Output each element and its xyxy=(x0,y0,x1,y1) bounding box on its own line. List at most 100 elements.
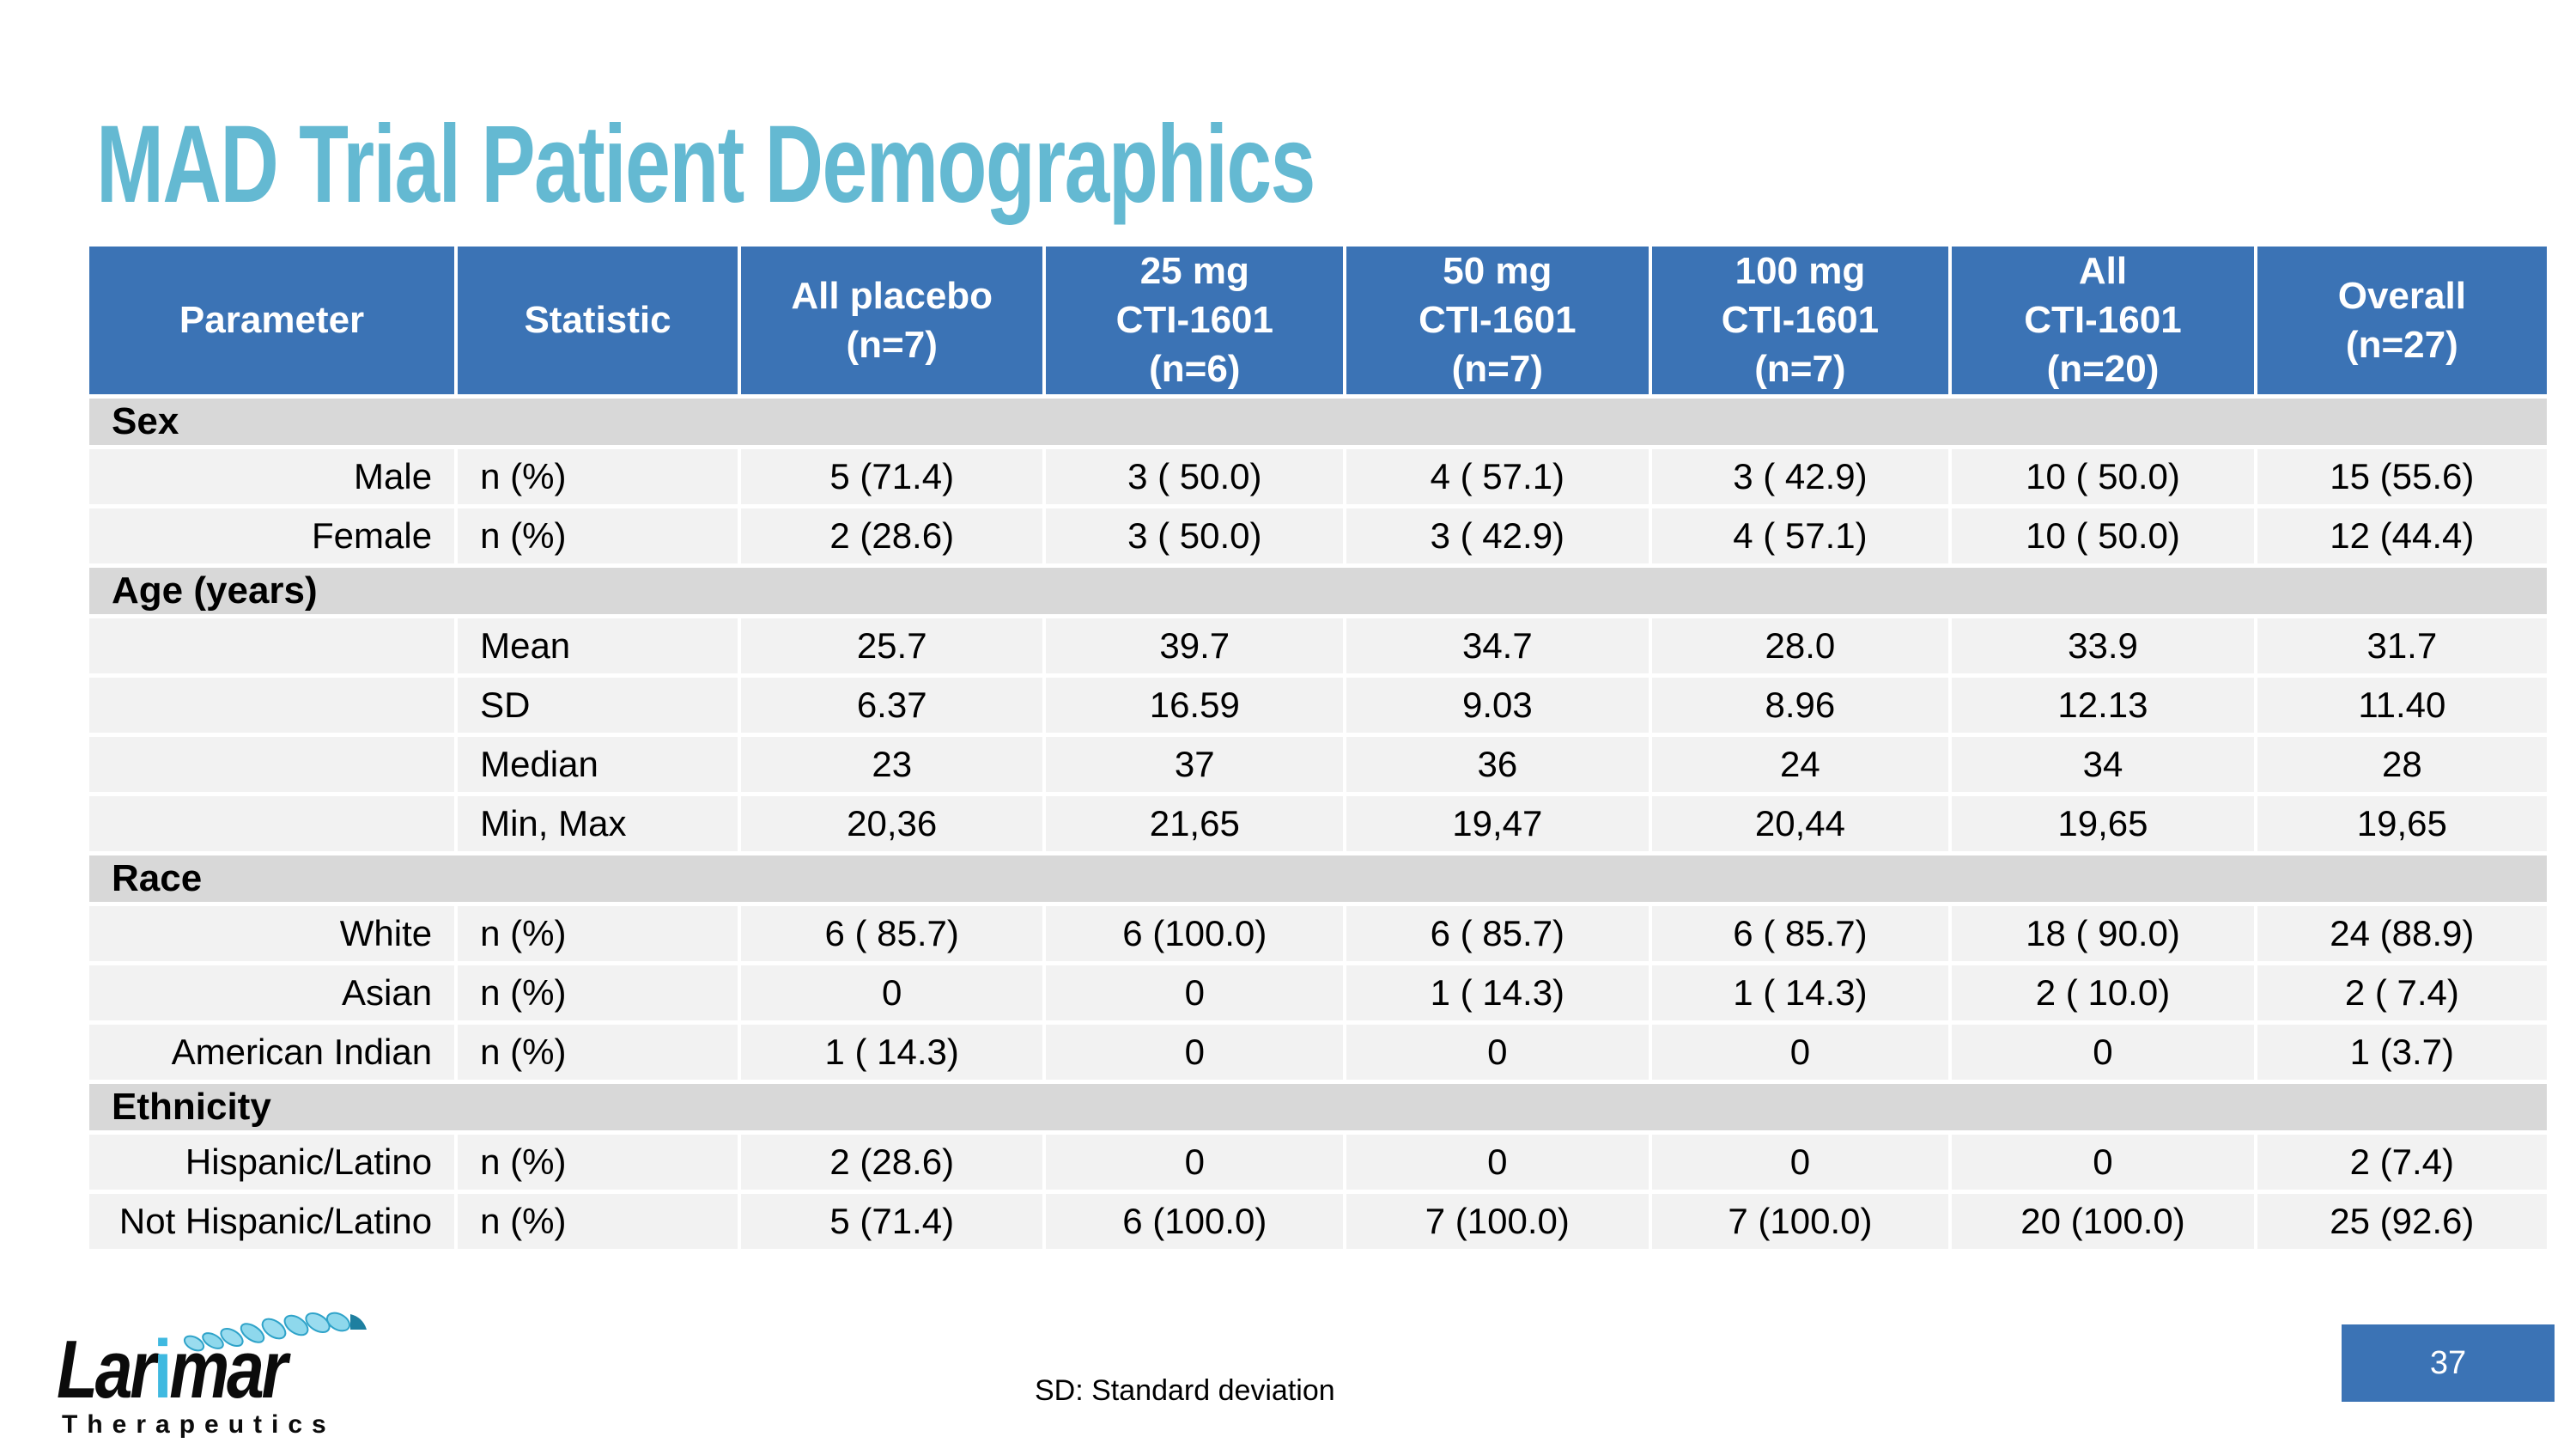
parameter-cell: White xyxy=(89,905,455,961)
section-label: Age (years) xyxy=(89,567,2547,614)
value-cell: 3 ( 42.9) xyxy=(1346,508,1649,563)
value-cell: 0 xyxy=(1952,1024,2254,1080)
section-band-row: Race xyxy=(89,855,2547,902)
value-cell: 23 xyxy=(741,736,1043,792)
value-cell: 1 ( 14.3) xyxy=(741,1024,1043,1080)
statistic-cell: n (%) xyxy=(458,1193,738,1249)
parameter-cell: Hispanic/Latino xyxy=(89,1134,455,1190)
value-cell: 18 ( 90.0) xyxy=(1952,905,2254,961)
value-cell: 3 ( 42.9) xyxy=(1651,448,1949,504)
header-cell: 100 mg CTI-1601 (n=7) xyxy=(1651,247,1949,394)
value-cell: 20,36 xyxy=(741,795,1043,851)
value-cell: 2 ( 10.0) xyxy=(1952,965,2254,1020)
parameter-cell xyxy=(89,795,455,851)
value-cell: 37 xyxy=(1046,736,1344,792)
value-cell: 6 (100.0) xyxy=(1046,1193,1344,1249)
logo-i-accent: i xyxy=(153,1324,173,1416)
logo-wordmark: Larimar xyxy=(57,1324,288,1416)
statistic-cell: n (%) xyxy=(458,1134,738,1190)
demographics-table: Parameter Statistic All placebo (n=7) 25 mg… xyxy=(86,242,2550,1253)
value-cell: 24 (88.9) xyxy=(2257,905,2547,961)
value-cell: 20,44 xyxy=(1651,795,1949,851)
header-cell: Parameter xyxy=(89,247,455,394)
table-row: White n (%) 6 ( 85.7) 6 (100.0) 6 ( 85.7) 6 (… xyxy=(89,905,2547,961)
value-cell: 5 (71.4) xyxy=(741,448,1043,504)
value-cell: 21,65 xyxy=(1046,795,1344,851)
value-cell: 25.7 xyxy=(741,618,1043,673)
header-cell: All placebo (n=7) xyxy=(741,247,1043,394)
statistic-cell: n (%) xyxy=(458,1024,738,1080)
statistic-cell: SD xyxy=(458,677,738,733)
statistic-cell: Mean xyxy=(458,618,738,673)
value-cell: 31.7 xyxy=(2257,618,2547,673)
value-cell: 6 ( 85.7) xyxy=(1346,905,1649,961)
page-number-badge: 37 xyxy=(2342,1324,2555,1402)
statistic-cell: n (%) xyxy=(458,448,738,504)
value-cell: 24 xyxy=(1651,736,1949,792)
value-cell: 0 xyxy=(1046,965,1344,1020)
value-cell: 10 ( 50.0) xyxy=(1952,508,2254,563)
parameter-cell xyxy=(89,677,455,733)
table-row: Min, Max 20,36 21,65 19,47 20,44 19,65 19,65 xyxy=(89,795,2547,851)
value-cell: 28 xyxy=(2257,736,2547,792)
value-cell: 0 xyxy=(1651,1134,1949,1190)
value-cell: 1 ( 14.3) xyxy=(1346,965,1649,1020)
value-cell: 36 xyxy=(1346,736,1649,792)
dna-coil-icon xyxy=(183,1312,367,1352)
header-row: Parameter Statistic All placebo (n=7) 25 mg… xyxy=(89,247,2547,394)
value-cell: 19,65 xyxy=(2257,795,2547,851)
section-label: Race xyxy=(89,855,2547,902)
statistic-cell: n (%) xyxy=(458,905,738,961)
header-cell: 25 mg CTI-1601 (n=6) xyxy=(1046,247,1344,394)
table-row: Male n (%) 5 (71.4) 3 ( 50.0) 4 ( 57.1) 3 ( 4… xyxy=(89,448,2547,504)
table-row: Mean 25.7 39.7 34.7 28.0 33.9 31.7 xyxy=(89,618,2547,673)
value-cell: 16.59 xyxy=(1046,677,1344,733)
value-cell: 33.9 xyxy=(1952,618,2254,673)
value-cell: 28.0 xyxy=(1651,618,1949,673)
value-cell: 2 (28.6) xyxy=(741,508,1043,563)
value-cell: 3 ( 50.0) xyxy=(1046,448,1344,504)
parameter-cell: American Indian xyxy=(89,1024,455,1080)
value-cell: 3 ( 50.0) xyxy=(1046,508,1344,563)
value-cell: 12 (44.4) xyxy=(2257,508,2547,563)
statistic-cell: Min, Max xyxy=(458,795,738,851)
statistic-cell: Median xyxy=(458,736,738,792)
page-number: 37 xyxy=(2429,1344,2467,1381)
value-cell: 8.96 xyxy=(1651,677,1949,733)
value-cell: 0 xyxy=(1346,1134,1649,1190)
value-cell: 6 ( 85.7) xyxy=(1651,905,1949,961)
section-band-row: Ethnicity xyxy=(89,1083,2547,1130)
parameter-cell xyxy=(89,736,455,792)
table-row: Median 23 37 36 24 34 28 xyxy=(89,736,2547,792)
table-row: Not Hispanic/Latino n (%) 5 (71.4) 6 (100.0… xyxy=(89,1193,2547,1249)
table-body: Sex Male n (%) 5 (71.4) 3 ( 50.0) 4 ( 57.1) 3 … xyxy=(89,398,2547,1249)
header-cell: Overall (n=27) xyxy=(2257,247,2547,394)
value-cell: 4 ( 57.1) xyxy=(1346,448,1649,504)
table-header: Parameter Statistic All placebo (n=7) 25 mg… xyxy=(89,247,2547,394)
value-cell: 39.7 xyxy=(1046,618,1344,673)
value-cell: 12.13 xyxy=(1952,677,2254,733)
table-row: American Indian n (%) 1 ( 14.3) 0 0 0 0 1 (3.7) xyxy=(89,1024,2547,1080)
value-cell: 0 xyxy=(1046,1024,1344,1080)
parameter-cell: Male xyxy=(89,448,455,504)
value-cell: 0 xyxy=(741,965,1043,1020)
table-row: Female n (%) 2 (28.6) 3 ( 50.0) 3 ( 42.9) 4 (… xyxy=(89,508,2547,563)
value-cell: 4 ( 57.1) xyxy=(1651,508,1949,563)
parameter-cell xyxy=(89,618,455,673)
larimar-logo: Larimar Therapeutics xyxy=(53,1307,367,1439)
page-title: MAD Trial Patient Demographics xyxy=(96,103,1315,226)
section-label: Sex xyxy=(89,398,2547,445)
table-row: Hispanic/Latino n (%) 2 (28.6) 0 0 0 0 2 (7.4) xyxy=(89,1134,2547,1190)
value-cell: 6 ( 85.7) xyxy=(741,905,1043,961)
statistic-cell: n (%) xyxy=(458,508,738,563)
value-cell: 20 (100.0) xyxy=(1952,1193,2254,1249)
value-cell: 19,47 xyxy=(1346,795,1649,851)
value-cell: 1 ( 14.3) xyxy=(1651,965,1949,1020)
value-cell: 6.37 xyxy=(741,677,1043,733)
value-cell: 0 xyxy=(1346,1024,1649,1080)
value-cell: 7 (100.0) xyxy=(1651,1193,1949,1249)
header-cell: All CTI-1601 (n=20) xyxy=(1952,247,2254,394)
value-cell: 2 (7.4) xyxy=(2257,1134,2547,1190)
header-cell: 50 mg CTI-1601 (n=7) xyxy=(1346,247,1649,394)
